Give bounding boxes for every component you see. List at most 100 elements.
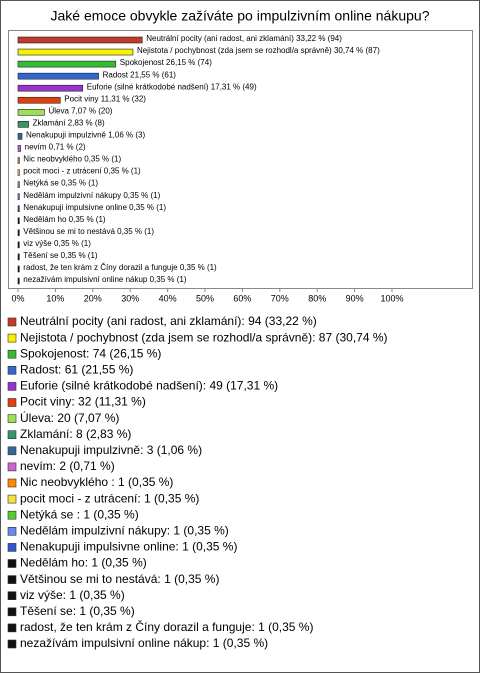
bar-label: Většinou se mi to nestává 0,35 % (1) <box>23 227 154 236</box>
legend-swatch <box>7 365 17 375</box>
bar-label: viz výše 0,35 % (1) <box>23 239 91 248</box>
bar <box>17 157 20 164</box>
legend-label: Většinou se mi to nestává: 1 (0,35 %) <box>20 572 219 586</box>
bar-label: Neutrální pocity (ani radost, ani zklamá… <box>146 34 342 43</box>
legend-label: Netýká se : 1 (0,35 %) <box>20 507 139 521</box>
bar-label: Nenakupuji impulsivne online 0,35 % (1) <box>23 203 166 212</box>
legend-swatch <box>7 317 17 327</box>
bar <box>17 241 20 249</box>
legend-swatch <box>7 559 17 568</box>
legend-label: nevím: 2 (0,71 %) <box>20 459 115 473</box>
bar-label: Nedělám ho 0,35 % (1) <box>23 215 106 224</box>
legend-label: nezažívám impulsivní online nákup: 1 (0,… <box>20 636 268 650</box>
legend-swatch <box>7 430 17 440</box>
legend-label: Nic neobvyklého : 1 (0,35 %) <box>20 475 173 489</box>
bar <box>17 133 23 140</box>
bar-label: Zklamání 2,83 % (8) <box>33 118 105 127</box>
legend-label: Nenakupuji impulsivne online: 1 (0,35 %) <box>20 540 237 554</box>
bar-label: nevím 0,71 % (2) <box>25 143 86 152</box>
bar-label: radost, že ten krám z Číny dorazil a fun… <box>23 263 217 272</box>
legend-label: Těšení se: 1 (0,35 %) <box>20 604 135 618</box>
x-tick-label: 50% <box>196 293 214 303</box>
legend-label: Nejistota / pochybnost (zda jsem se rozh… <box>20 330 388 344</box>
legend-label: radost, že ten krám z Číny dorazil a fun… <box>20 619 313 634</box>
bar <box>17 36 143 44</box>
legend-swatch <box>7 333 17 343</box>
bar <box>17 121 29 128</box>
bar <box>17 60 117 68</box>
bar-label: Spokojenost 26,15 % (74) <box>120 58 212 67</box>
x-tick-label: 40% <box>159 293 177 303</box>
legend-label: viz výše: 1 (0,35 %) <box>20 588 125 602</box>
legend-label: Radost: 61 (21,55 %) <box>20 362 133 376</box>
legend-label: Nedělám ho: 1 (0,35 %) <box>20 556 147 570</box>
bar <box>17 265 20 273</box>
bar <box>17 96 61 104</box>
legend-label: Euforie (silné krátkodobé nadšení): 49 (… <box>20 379 278 393</box>
legend-label: pocit moci - z utrácení: 1 (0,35 %) <box>20 491 199 505</box>
bar <box>17 277 20 285</box>
legend-label: Neutrální pocity (ani radost, ani zklamá… <box>20 314 317 328</box>
bar-label: nezažívám impulsivní online nákup 0,35 %… <box>23 275 187 284</box>
x-tick-label: 10% <box>46 293 64 303</box>
legend-label: Spokojenost: 74 (26,15 %) <box>20 346 161 360</box>
bar-label: Nenakupuji impulzivně 1,06 % (3) <box>26 131 146 140</box>
bar <box>17 169 20 176</box>
bar <box>17 145 21 152</box>
legend-label: Nedělám impulzivní nákupy: 1 (0,35 %) <box>20 523 229 537</box>
x-tick-label: 20% <box>84 293 102 303</box>
x-tick-label: 70% <box>271 293 289 303</box>
legend-swatch <box>7 623 17 633</box>
legend-swatch <box>7 639 17 649</box>
bar <box>17 181 20 188</box>
bar-label: Nedělám impulzivní nákupy 0,35 % (1) <box>23 191 160 200</box>
legend-swatch <box>7 510 17 520</box>
bar-label: Euforie (silné krátkodobé nadšení) 17,31… <box>87 82 257 91</box>
x-tick-label: 60% <box>233 293 251 303</box>
bar <box>17 229 20 237</box>
bar <box>17 205 20 212</box>
chart-title: Jaké emoce obvykle zažíváte po impulzivn… <box>51 8 430 24</box>
bar-label: Nejistota / pochybnost (zda jsem se rozh… <box>137 46 380 55</box>
bar <box>17 109 45 116</box>
x-tick-label: 0% <box>11 293 24 303</box>
legend-label: Nenakupuji impulzivně: 3 (1,06 %) <box>20 443 202 457</box>
legend-swatch <box>7 575 17 584</box>
legend-swatch <box>7 462 17 472</box>
legend-swatch <box>7 478 17 488</box>
legend-swatch <box>7 414 17 423</box>
bar-label: Radost 21,55 % (61) <box>103 70 177 79</box>
legend-swatch <box>7 494 17 504</box>
legend-swatch <box>7 543 17 552</box>
legend-label: Pocit viny: 32 (11,31 %) <box>20 395 146 409</box>
bar <box>17 217 20 225</box>
legend-label: Úleva: 20 (7,07 %) <box>20 410 119 425</box>
bar <box>17 84 84 92</box>
legend-swatch <box>7 446 17 456</box>
legend-swatch <box>7 591 17 601</box>
x-tick-label: 90% <box>346 293 364 303</box>
plot-frame <box>8 30 473 289</box>
bar <box>17 193 20 200</box>
bar-label: Nic neobvyklého 0,35 % (1) <box>23 155 121 164</box>
bar <box>17 72 99 80</box>
legend-swatch <box>7 398 17 407</box>
legend-swatch <box>7 526 17 536</box>
bar-label: Pocit viny 11,31 % (32) <box>64 94 146 103</box>
x-tick-label: 30% <box>121 293 139 303</box>
bar-label: Netýká se 0,35 % (1) <box>23 179 98 188</box>
legend-swatch <box>7 382 17 391</box>
x-tick-label: 100% <box>380 293 403 303</box>
bar <box>17 48 134 56</box>
bar <box>17 253 20 261</box>
bar-label: Úleva 7,07 % (20) <box>48 106 112 115</box>
x-tick-label: 80% <box>308 293 326 303</box>
legend-label: Zklamání: 8 (2,83 %) <box>20 427 131 441</box>
bar-label: Těšení se 0,35 % (1) <box>23 251 98 260</box>
legend-swatch <box>7 349 17 359</box>
legend-swatch <box>7 607 17 617</box>
bar-label: pocit moci - z utrácení 0,35 % (1) <box>23 167 141 176</box>
